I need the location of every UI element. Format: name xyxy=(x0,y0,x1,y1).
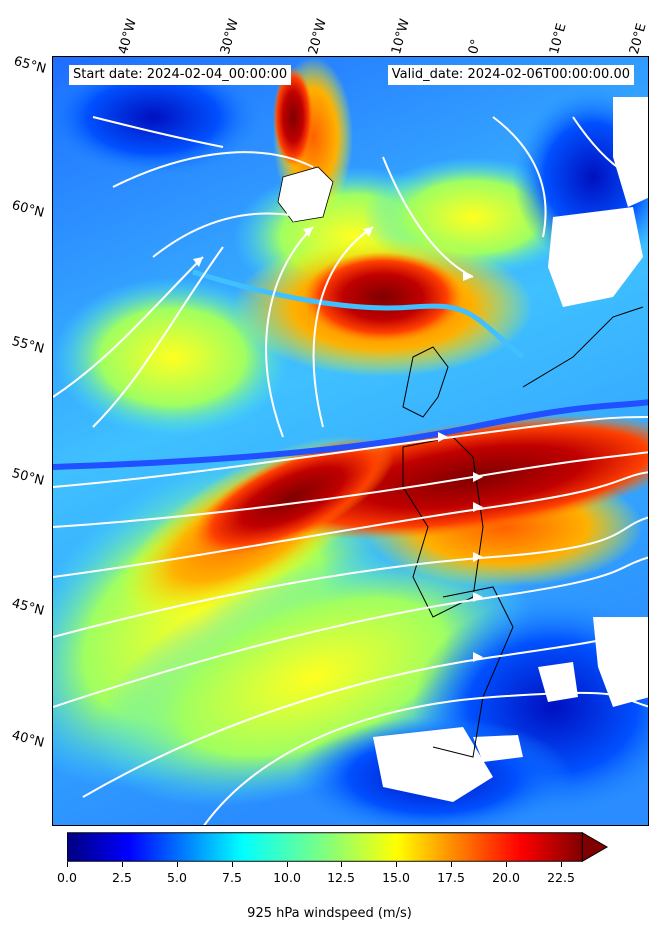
colorbar-tick: 20.0 xyxy=(492,870,520,885)
lat-label-45: 45°N xyxy=(10,596,46,619)
colorbar-tick: 5.0 xyxy=(167,870,187,885)
colorbar-tick: 17.5 xyxy=(437,870,465,885)
lat-label-50: 50°N xyxy=(10,466,46,489)
colorbar-tick: 22.5 xyxy=(547,870,575,885)
colorbar-tick: 7.5 xyxy=(222,870,242,885)
wind-map: Start date: 2024-02-04_00:00:00 Valid_da… xyxy=(52,56,649,826)
valid-date-label: Valid_date: 2024-02-06T00:00:00.00 xyxy=(387,65,634,85)
lon-label-0: 0° xyxy=(466,37,485,56)
lat-label-60: 60°N xyxy=(10,198,46,221)
start-date-label: Start date: 2024-02-04_00:00:00 xyxy=(69,65,292,85)
colorbar-tick: 2.5 xyxy=(112,870,132,885)
lon-label-10e: 10°E xyxy=(547,21,570,56)
colorbar-tick: 12.5 xyxy=(327,870,355,885)
lat-label-40: 40°N xyxy=(10,728,46,751)
lon-label-20e: 20°E xyxy=(627,21,650,56)
colorbar-tick: 10.0 xyxy=(273,870,301,885)
colorbar-label: 925 hPa windspeed (m/s) xyxy=(247,906,412,921)
lon-label-30w: 30°W xyxy=(218,17,242,56)
windspeed-field xyxy=(53,57,648,825)
colorbar-tick: 15.0 xyxy=(382,870,410,885)
lon-label-40w: 40°W xyxy=(116,17,140,56)
lat-label-55: 55°N xyxy=(10,334,46,357)
colorbar-tick: 0.0 xyxy=(57,870,77,885)
lon-label-20w: 20°W xyxy=(306,17,330,56)
lat-label-65: 65°N xyxy=(12,54,48,77)
colorbar xyxy=(67,832,609,862)
lon-label-10w: 10°W xyxy=(389,17,413,56)
